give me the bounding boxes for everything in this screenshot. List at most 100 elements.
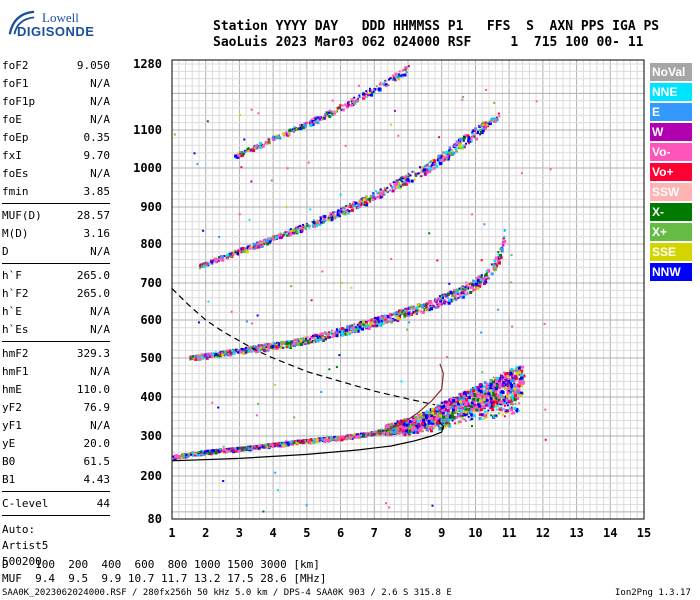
echo-point xyxy=(256,348,259,351)
echo-point xyxy=(266,446,269,448)
echo-point xyxy=(512,376,516,380)
echo-point xyxy=(459,142,463,146)
param-label: h`E xyxy=(2,305,22,318)
echo-point xyxy=(240,152,244,156)
echo-point xyxy=(454,299,457,301)
echo-point xyxy=(334,215,337,218)
echo-point xyxy=(192,357,195,360)
echo-point xyxy=(518,371,522,375)
echo-point xyxy=(285,131,288,134)
echo-point xyxy=(330,332,333,335)
echo-point xyxy=(376,324,379,327)
echo-point xyxy=(285,344,288,347)
echo-point xyxy=(377,319,380,322)
echo-point xyxy=(266,242,270,246)
echo-point xyxy=(340,438,344,442)
echo-point xyxy=(330,114,333,117)
echo-point xyxy=(427,165,430,168)
echo-point xyxy=(276,235,279,238)
echo-point xyxy=(435,413,439,417)
echo-point xyxy=(472,389,476,393)
echo-point xyxy=(348,332,352,336)
echo-point xyxy=(468,408,472,411)
echo-point xyxy=(200,453,203,456)
echo-point xyxy=(284,231,287,234)
echo-point xyxy=(263,343,266,346)
echo-point xyxy=(217,351,220,354)
echo-point xyxy=(448,406,452,410)
param-row-md: M(D) 3.16 xyxy=(2,225,110,243)
echo-point xyxy=(467,287,469,290)
echo-point xyxy=(464,410,468,414)
echo-point xyxy=(404,178,407,181)
echo-point xyxy=(402,309,406,313)
echo-point xyxy=(318,337,321,340)
echo-point xyxy=(320,220,324,224)
echo-point xyxy=(440,297,442,300)
echo-point xyxy=(223,255,225,257)
param-value: 3.16 xyxy=(83,227,111,240)
echo-point xyxy=(377,323,380,326)
y-tick-label: 400 xyxy=(140,390,162,404)
param-row-fof1p: foF1p N/A xyxy=(2,93,110,111)
echo-point xyxy=(415,313,418,315)
echo-point xyxy=(399,178,401,181)
y-tick-label: 800 xyxy=(140,237,162,251)
echo-point xyxy=(513,387,517,391)
echo-point xyxy=(411,308,414,311)
echo-point xyxy=(257,346,260,349)
echo-point xyxy=(468,396,471,400)
echo-point xyxy=(494,393,498,397)
echo-point xyxy=(278,342,281,345)
echo-point xyxy=(470,413,474,417)
echo-point xyxy=(207,352,210,355)
echo-point xyxy=(200,354,203,357)
echo-point xyxy=(304,439,306,442)
echo-point xyxy=(436,159,439,162)
noise-point xyxy=(461,98,464,101)
echo-point xyxy=(245,346,247,349)
echo-point xyxy=(258,446,261,449)
noise-point xyxy=(480,331,483,334)
echo-point xyxy=(499,253,502,257)
echo-point xyxy=(253,345,256,348)
echo-point xyxy=(329,111,332,114)
echo-point xyxy=(339,104,342,107)
echo-point xyxy=(464,403,468,407)
noise-point xyxy=(293,416,296,419)
echo-point xyxy=(319,333,322,336)
echo-point xyxy=(437,406,441,410)
echo-point xyxy=(475,392,479,396)
noise-point xyxy=(393,109,396,112)
echo-point xyxy=(442,404,446,408)
echo-point xyxy=(211,449,215,453)
noise-point xyxy=(339,193,342,196)
param-separator xyxy=(2,263,110,264)
echo-point xyxy=(315,337,319,340)
echo-point xyxy=(223,352,226,355)
echo-point xyxy=(303,124,307,127)
echo-point xyxy=(401,426,405,430)
echo-point xyxy=(465,142,467,145)
echo-point xyxy=(355,100,357,103)
echo-point xyxy=(291,440,295,444)
echo-point xyxy=(381,316,384,319)
auto-line: 500200 xyxy=(2,555,42,568)
noise-point xyxy=(255,414,258,417)
param-label: foEs xyxy=(2,167,29,180)
echo-point xyxy=(208,452,212,456)
echo-point xyxy=(470,281,473,284)
echo-point xyxy=(313,121,315,124)
echo-point xyxy=(448,403,451,406)
param-separator xyxy=(2,341,110,342)
echo-point xyxy=(457,293,459,295)
echo-point xyxy=(385,85,388,88)
echo-point xyxy=(457,420,460,423)
echo-point xyxy=(397,430,401,434)
echo-point xyxy=(306,341,310,345)
echo-point xyxy=(519,384,523,388)
echo-point xyxy=(442,415,446,419)
echo-point xyxy=(479,383,483,387)
echo-point xyxy=(273,343,276,346)
echo-point xyxy=(283,232,287,236)
